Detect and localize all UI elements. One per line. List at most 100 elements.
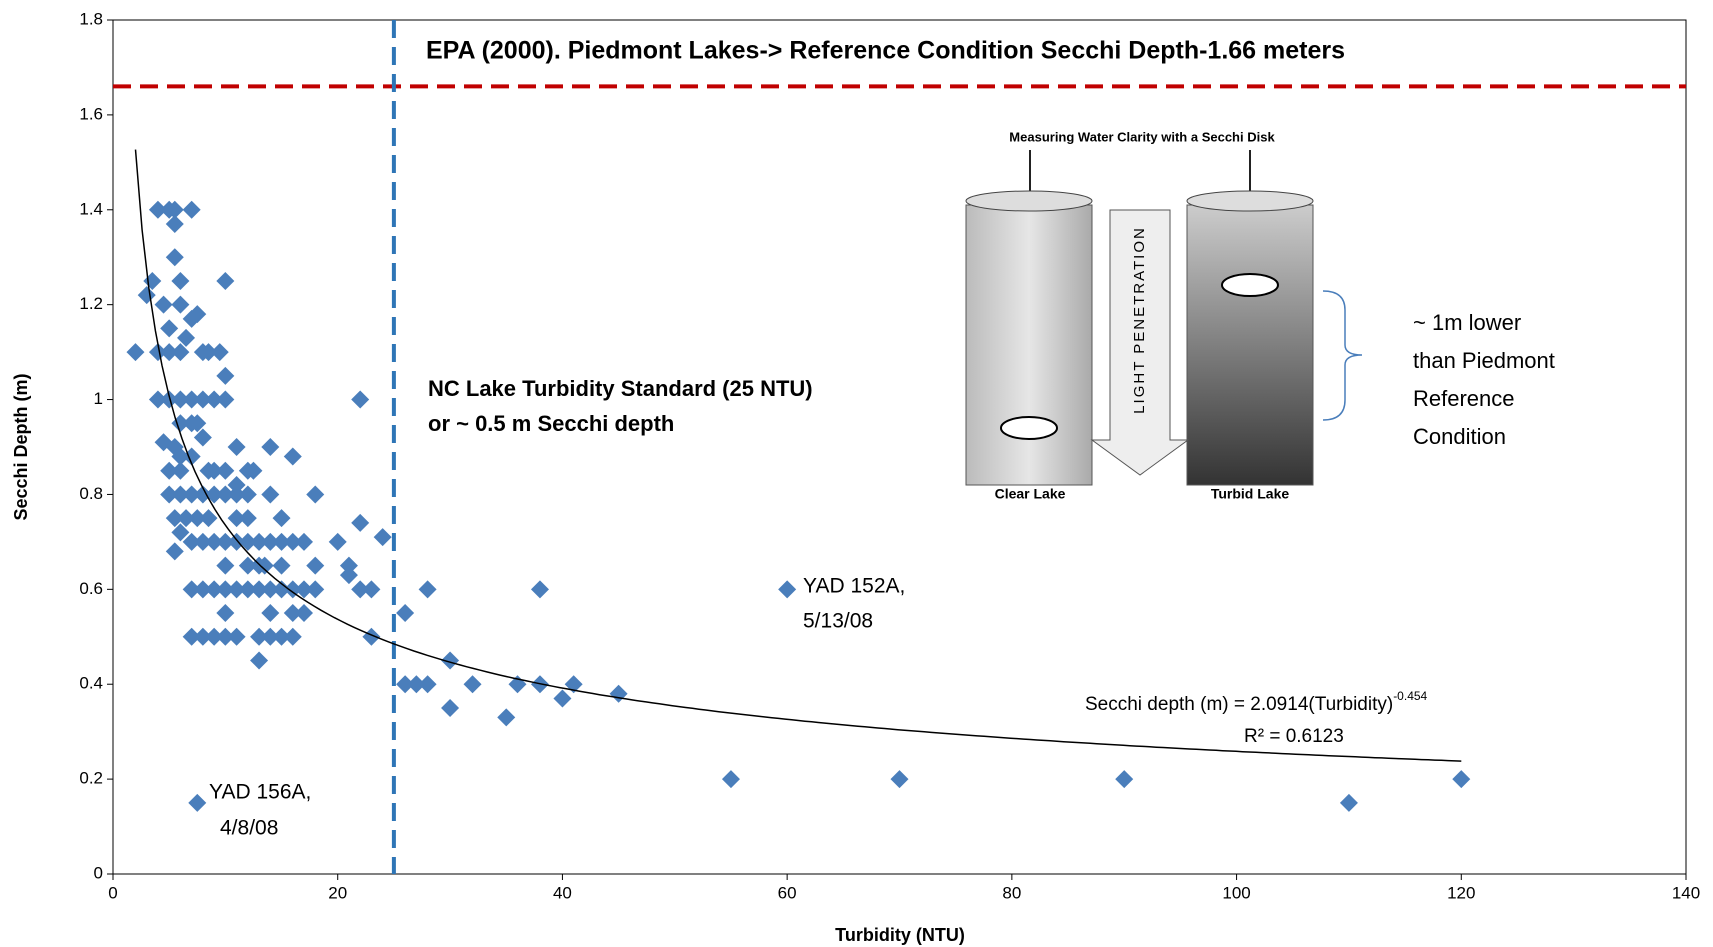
point [261,485,280,504]
point [165,200,184,219]
point [165,215,184,234]
point [283,627,302,646]
x-tick-label: 0 [108,883,117,902]
point [441,698,460,717]
equation-exponent: -0.454 [1393,689,1427,703]
point [351,513,370,532]
annotation: 4/8/08 [220,817,278,840]
point [261,580,280,599]
point [272,509,291,528]
bracket [1322,290,1363,421]
point [418,580,437,599]
point [1115,770,1134,789]
point [165,542,184,561]
y-tick-label: 1.2 [79,294,103,313]
point [553,689,572,708]
point [890,770,909,789]
point [407,675,426,694]
point [171,271,190,290]
point [250,627,269,646]
y-tick-label: 0.8 [79,484,103,503]
arrow-label: LIGHT PENETRATION [1131,226,1148,414]
point [182,390,201,409]
point [193,485,212,504]
point [778,580,797,599]
point [205,627,224,646]
annotation: ~ 1m lower [1413,310,1521,335]
point [182,485,201,504]
reference-label: EPA (2000). Piedmont Lakes-> Reference C… [426,37,1345,65]
point [171,461,190,480]
point [227,627,246,646]
point [216,366,235,385]
plot-area: 0 0.2 0.4 0.6 0.8 1 1.2 1.4 1.6 1.8 0 20 40 60 80 100 12… [79,9,1700,902]
point [182,200,201,219]
point [227,438,246,456]
annotation: YAD 156A, [209,781,311,804]
point [339,566,358,585]
y-tick-label: 1.4 [79,199,103,218]
point [283,604,302,623]
point [193,580,212,599]
point [160,485,179,504]
point [272,627,291,646]
point [199,343,218,362]
point [373,528,392,547]
annotation: Reference [1413,386,1515,411]
point [261,532,280,551]
point [205,580,224,599]
point [306,580,325,599]
point [193,390,212,409]
point [339,556,358,575]
point [250,556,269,575]
y-tick-label: 0 [94,863,103,882]
point [205,532,224,551]
point [182,532,201,551]
inset-title: Measuring Water Clarity with a Secchi Di… [1009,129,1275,144]
point [216,604,235,623]
point [148,200,167,219]
x-axis-title: Turbidity (NTU) [835,925,965,945]
point [165,248,184,267]
point [238,509,257,528]
point [295,604,314,623]
point [250,532,269,551]
point [295,532,314,551]
y-tick-label: 1 [94,389,103,408]
annotation: YAD 152A, [803,575,905,598]
point [497,708,516,727]
point [227,475,246,494]
point [295,580,314,599]
point [160,461,179,480]
y-tick-label: 0.4 [79,674,103,693]
point [250,580,269,599]
y-tick-label: 0.2 [79,769,103,788]
y-tick-label: 1.8 [79,9,103,28]
point [609,684,628,703]
point [721,770,740,789]
surface [1186,190,1314,212]
annotation: Condition [1413,424,1506,449]
y-tick-label: 0.6 [79,579,103,598]
x-tick-label: 140 [1672,883,1700,902]
point [126,343,145,362]
point [351,390,370,409]
point [283,447,302,466]
point [250,651,269,670]
point [171,295,190,314]
inset-label: Clear Lake [995,486,1066,502]
point [272,556,291,575]
point [261,604,280,623]
point [283,532,302,551]
point [177,509,196,528]
x-tick-label: 100 [1222,883,1250,902]
point [148,343,167,362]
x-tick-label: 60 [778,883,797,902]
y-axis-title: Secchi Depth (m) [11,373,31,520]
point [306,485,325,504]
point [1452,770,1471,789]
point [148,390,167,409]
point [216,556,235,575]
point [238,556,257,575]
point [216,580,235,599]
